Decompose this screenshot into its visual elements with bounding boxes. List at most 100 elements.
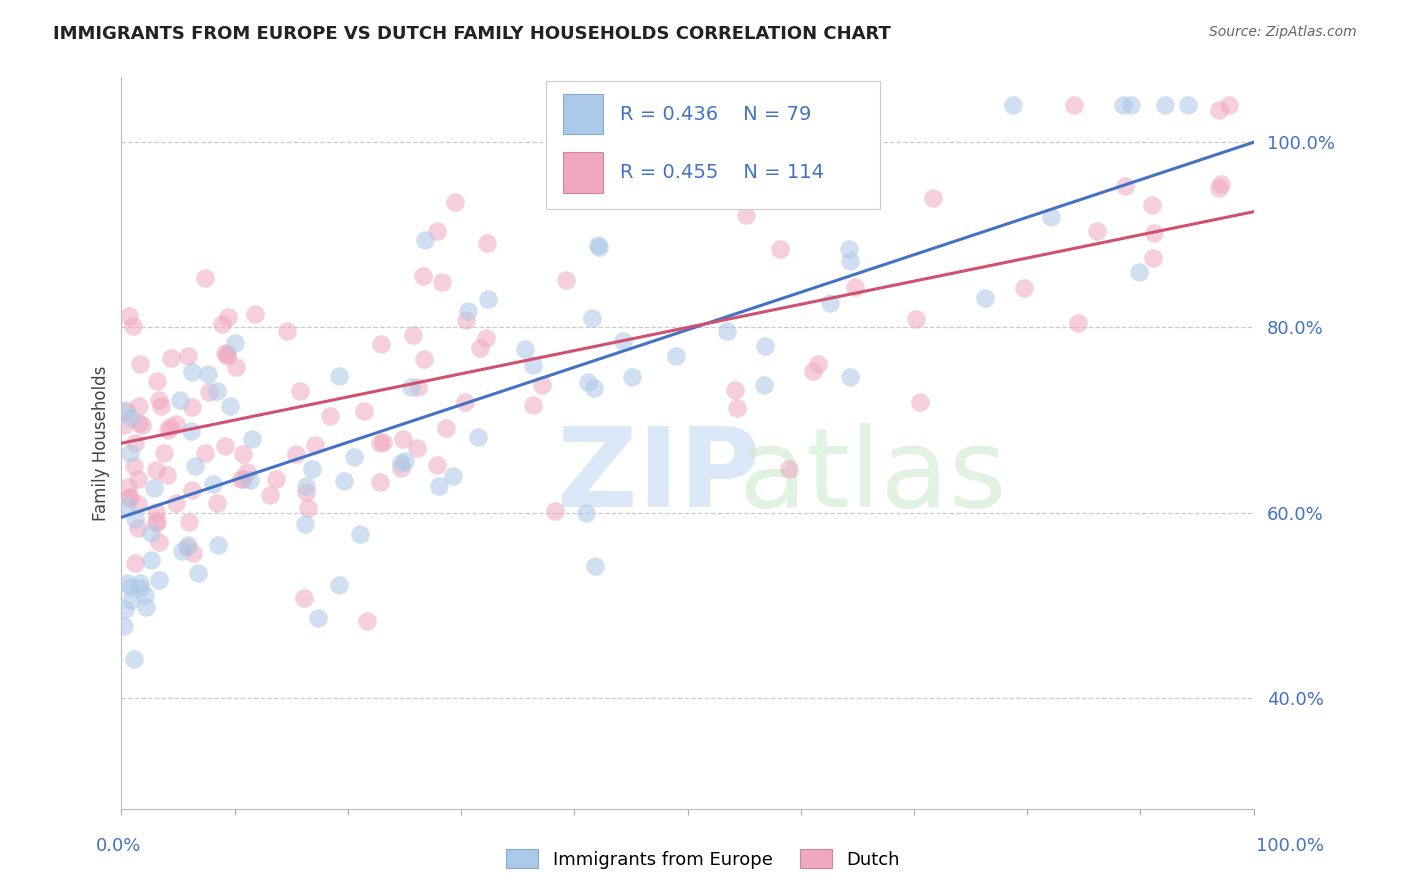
Text: atlas: atlas xyxy=(738,423,1007,530)
Point xyxy=(467,430,489,444)
Point xyxy=(118,491,141,505)
Point xyxy=(145,374,167,388)
Point xyxy=(454,395,477,409)
Point xyxy=(583,559,606,574)
Point xyxy=(150,399,173,413)
Point xyxy=(368,475,391,489)
Point xyxy=(544,504,567,518)
Point xyxy=(131,417,153,432)
Point xyxy=(522,398,544,412)
Point xyxy=(211,318,233,332)
Point xyxy=(408,380,430,394)
Point xyxy=(139,526,162,541)
Text: R = 0.455    N = 114: R = 0.455 N = 114 xyxy=(620,163,824,182)
Text: 0.0%: 0.0% xyxy=(96,837,141,855)
Point xyxy=(145,505,167,519)
Point xyxy=(179,515,201,529)
Point xyxy=(470,341,492,355)
Point xyxy=(1012,280,1035,294)
Point xyxy=(205,384,228,398)
Point xyxy=(389,460,412,475)
Point xyxy=(554,273,576,287)
Point xyxy=(427,479,450,493)
Point xyxy=(184,459,207,474)
Point xyxy=(1218,98,1240,112)
Point xyxy=(236,465,259,479)
Point xyxy=(181,400,204,414)
Point xyxy=(370,337,392,351)
Point xyxy=(319,409,342,423)
Point xyxy=(581,310,603,325)
Point xyxy=(120,593,142,607)
Point xyxy=(586,237,609,252)
Point xyxy=(180,365,202,379)
Point xyxy=(294,517,316,532)
Point xyxy=(582,381,605,395)
Point xyxy=(612,334,634,348)
Point xyxy=(801,364,824,378)
Point xyxy=(148,573,170,587)
Point xyxy=(243,307,266,321)
Point xyxy=(908,395,931,409)
Point xyxy=(225,360,247,375)
Point xyxy=(117,480,139,494)
Point xyxy=(1121,98,1143,112)
Point xyxy=(180,424,202,438)
Point xyxy=(413,351,436,366)
Point xyxy=(129,576,152,591)
Point xyxy=(441,469,464,483)
Point xyxy=(231,472,253,486)
Point xyxy=(115,403,138,417)
Point xyxy=(122,318,145,333)
Point xyxy=(165,496,187,510)
Point xyxy=(135,600,157,615)
Point xyxy=(752,377,775,392)
Point xyxy=(430,275,453,289)
Point xyxy=(201,477,224,491)
Point xyxy=(356,614,378,628)
Point xyxy=(301,462,323,476)
Point xyxy=(232,447,254,461)
Point xyxy=(394,453,416,467)
Point xyxy=(297,500,319,515)
Point xyxy=(333,474,356,488)
Point xyxy=(844,280,866,294)
Point xyxy=(727,401,749,415)
Point xyxy=(112,405,135,419)
Point xyxy=(117,499,139,513)
Point xyxy=(1114,179,1136,194)
Point xyxy=(176,538,198,552)
Point xyxy=(575,506,598,520)
Point xyxy=(112,619,135,633)
Point xyxy=(128,416,150,430)
Point xyxy=(160,351,183,365)
Point xyxy=(353,403,375,417)
Point xyxy=(1142,252,1164,266)
Y-axis label: Family Households: Family Households xyxy=(93,366,110,521)
Point xyxy=(513,342,536,356)
Point xyxy=(370,436,392,450)
Point xyxy=(127,521,149,535)
Point xyxy=(588,240,610,254)
Point xyxy=(114,602,136,616)
Point xyxy=(973,291,995,305)
Point xyxy=(232,471,254,485)
Point xyxy=(391,456,413,470)
Point xyxy=(1208,181,1230,195)
Point xyxy=(292,591,315,605)
Point xyxy=(259,487,281,501)
Point xyxy=(444,194,467,209)
Point xyxy=(735,208,758,222)
Point xyxy=(724,383,747,397)
Point xyxy=(477,293,499,307)
Point xyxy=(207,538,229,552)
Point xyxy=(165,417,187,431)
Point xyxy=(124,435,146,450)
Point xyxy=(112,417,135,432)
Point xyxy=(215,347,238,361)
Point xyxy=(921,191,943,205)
Point xyxy=(217,350,239,364)
Point xyxy=(1140,198,1163,212)
Point xyxy=(153,446,176,460)
FancyBboxPatch shape xyxy=(546,81,880,209)
